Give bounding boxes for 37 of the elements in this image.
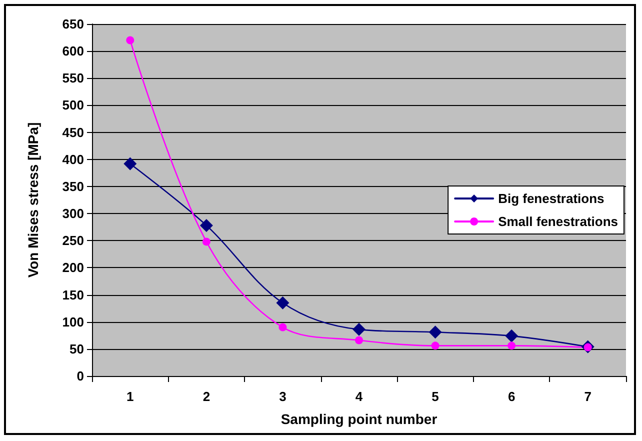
point [278,323,287,332]
point [508,342,516,350]
x-tick-label: 6 [508,389,516,404]
point [431,342,440,350]
y-tick-label: 100 [62,314,84,330]
point [124,157,137,170]
y-tick-label: 400 [62,152,84,167]
point [200,218,213,232]
point [126,36,134,44]
y-tick-label: 550 [62,70,84,86]
point [355,336,363,344]
point [352,322,366,336]
point [202,238,210,246]
y-tick-label: 500 [62,98,84,113]
y-tick-label: 450 [62,124,84,140]
y-axis-title: Von Mises stress [MPa] [25,122,41,278]
x-tick-label: 7 [584,389,592,404]
x-tick-label: 1 [126,389,134,404]
x-tick-label: 3 [279,389,286,404]
y-tick-label: 300 [62,206,84,222]
point [276,296,290,310]
x-tick-label: 2 [202,389,210,404]
y-tick-label: 50 [70,341,84,356]
y-tick-label: 650 [62,16,84,32]
y-tick-label: 0 [76,368,84,384]
point [505,329,518,342]
y-tick-label: 350 [62,178,84,194]
point [428,326,442,339]
y-tick-label: 150 [62,287,84,302]
x-tick-label: 5 [432,389,439,404]
legend-label: Big fenestrations [498,191,604,206]
y-tick-label: 600 [62,44,84,59]
y-tick-label: 200 [62,260,84,276]
x-tick-label: 4 [355,389,364,404]
x-axis-title: Sampling point number [280,411,438,427]
y-tick-label: 250 [62,233,84,248]
legend-label: Small fenestrations [498,214,618,229]
